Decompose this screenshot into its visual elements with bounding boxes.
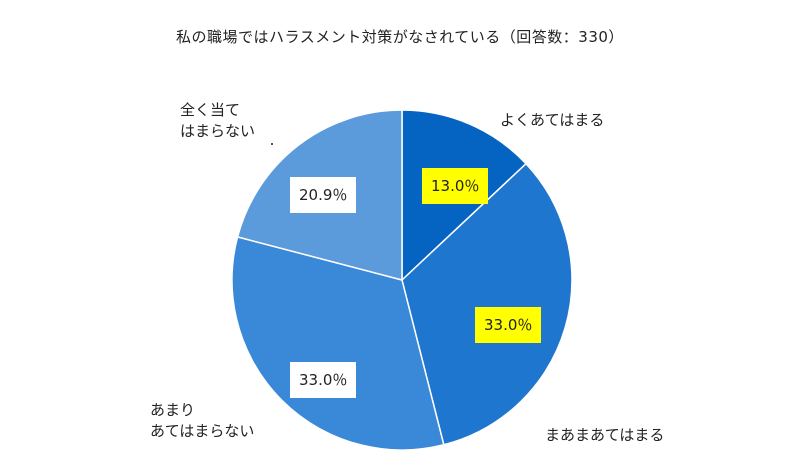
chart-title: 私の職場ではハラスメント対策がなされている（回答数：330） xyxy=(176,28,624,46)
pie-slice-somewhat-agree xyxy=(401,162,573,446)
data-label-somewhat-disagree: 33.0％ xyxy=(290,362,357,398)
category-label-somewhat-agree: まあまあてはまる xyxy=(545,426,665,444)
data-label-strongly-agree: 13.0％ xyxy=(422,168,489,204)
category-label-strongly-disagree: 全く当て はまらない xyxy=(180,101,256,140)
data-label-strongly-disagree: 20.9％ xyxy=(290,177,357,213)
label-marker-dot xyxy=(271,143,273,145)
data-label-somewhat-agree: 33.0％ xyxy=(475,307,542,343)
category-label-somewhat-disagree: あまり あてはまらない xyxy=(150,401,255,440)
category-label-strongly-agree: よくあてはまる xyxy=(500,111,605,129)
pie-slice-somewhat-disagree xyxy=(231,235,445,451)
